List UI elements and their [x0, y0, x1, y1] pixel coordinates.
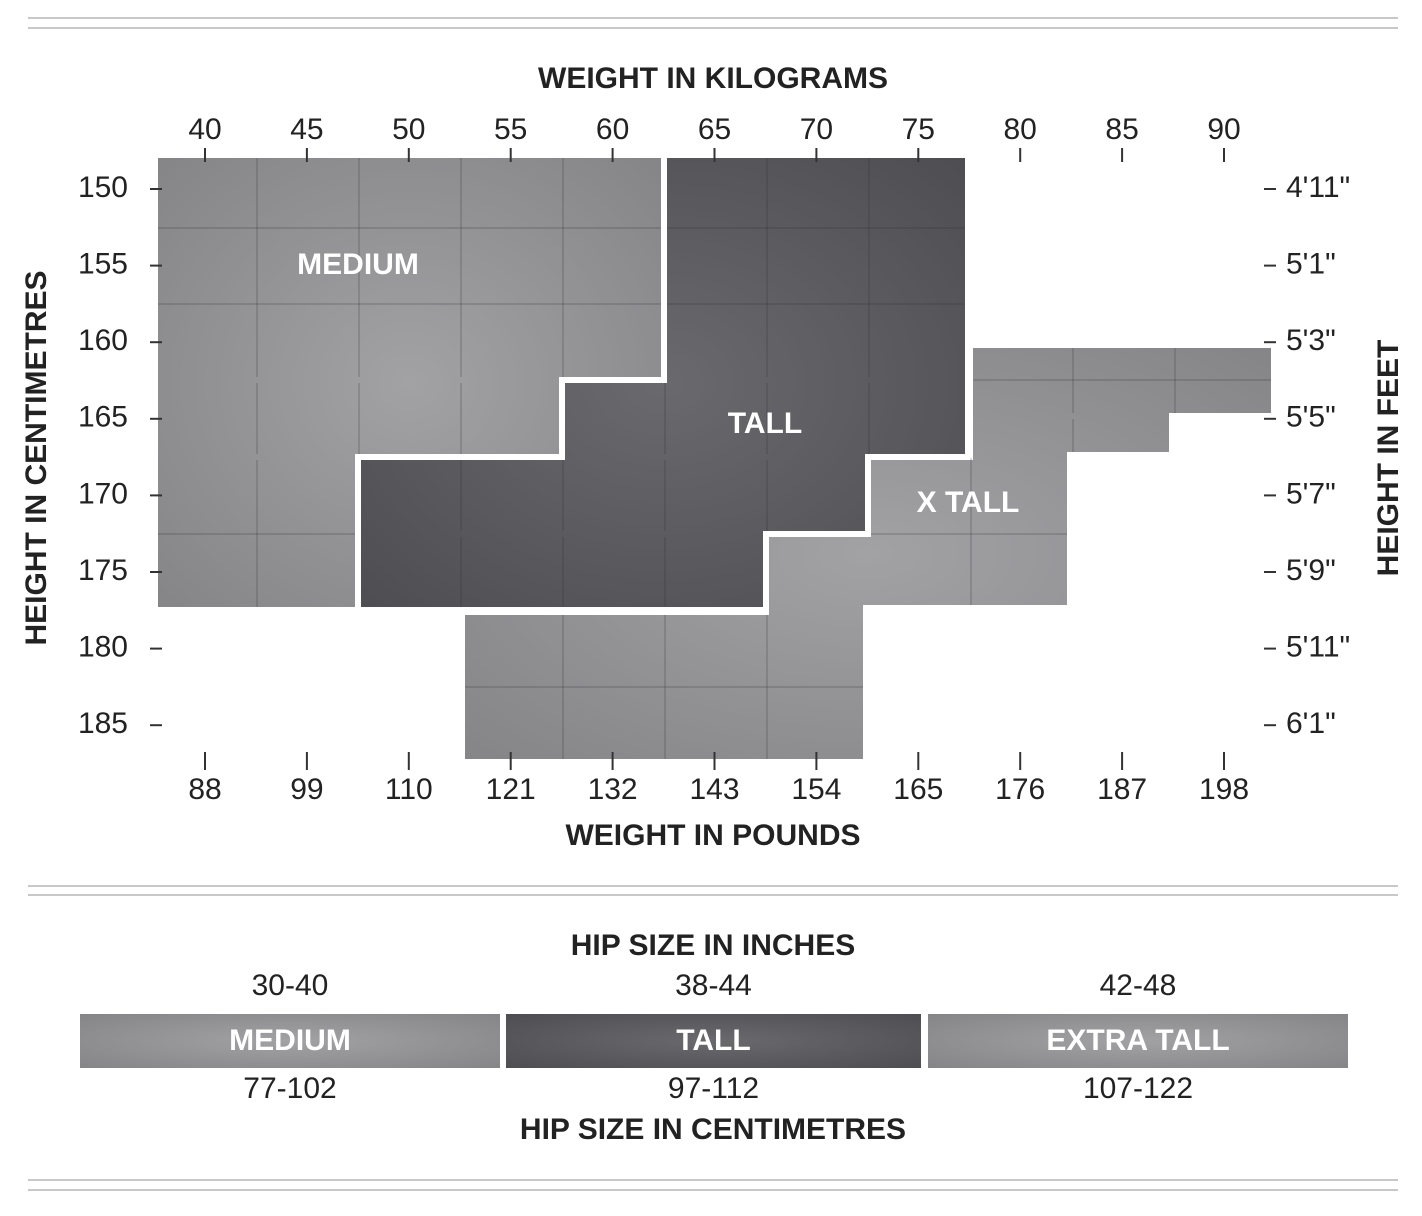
lbs-tick-label: 88 [188, 773, 221, 806]
ft-tick-label: 5'9" [1286, 554, 1336, 587]
ft-tick-label: 4'11" [1286, 171, 1350, 204]
lbs-tick-label: 132 [588, 773, 638, 806]
divider-lines [28, 17, 1398, 1191]
hip-inches: 38-44 [675, 969, 752, 1002]
hip-cm: 97-112 [668, 1072, 759, 1105]
ft-tick-label: 5'5" [1286, 401, 1336, 434]
cm-tick-label: 185 [78, 707, 128, 740]
cm-tick-label: 175 [78, 554, 128, 587]
kg-tick-label: 45 [290, 113, 323, 146]
bottom-title: WEIGHT IN POUNDS [565, 819, 860, 852]
hip-name: MEDIUM [229, 1024, 351, 1057]
grid [158, 158, 1271, 759]
lbs-tick-label: 176 [995, 773, 1045, 806]
regions [152, 152, 1277, 765]
ft-tick-label: 6'1" [1286, 707, 1336, 740]
kg-tick-label: 50 [392, 113, 425, 146]
hip-bar [928, 1014, 1348, 1068]
lbs-tick-label: 154 [791, 773, 841, 806]
lbs-tick-label: 99 [290, 773, 323, 806]
kg-tick-label: 65 [698, 113, 731, 146]
cm-tick-label: 160 [78, 324, 128, 357]
hip-name: EXTRA TALL [1046, 1024, 1229, 1057]
hip-name: TALL [676, 1024, 750, 1057]
lbs-tick-label: 143 [689, 773, 739, 806]
ft-tick-label: 5'1" [1286, 248, 1336, 281]
kg-tick-label: 40 [188, 113, 221, 146]
lbs-tick-label: 198 [1199, 773, 1249, 806]
lbs-tick-label: 121 [486, 773, 536, 806]
kg-tick-label: 85 [1105, 113, 1138, 146]
kg-tick-label: 55 [494, 113, 527, 146]
kg-tick-label: 75 [902, 113, 935, 146]
ft-tick-label: 5'7" [1286, 477, 1336, 510]
kg-tick-label: 90 [1207, 113, 1240, 146]
ft-tick-label: 5'11" [1286, 631, 1350, 664]
region-label: TALL [728, 407, 802, 440]
hip-inches: 30-40 [252, 969, 329, 1002]
cm-tick-label: 155 [78, 248, 128, 281]
kg-tick-label: 70 [800, 113, 833, 146]
ft-tick-label: 5'3" [1286, 324, 1336, 357]
hip-bar [506, 1014, 921, 1068]
lbs-tick-label: 110 [385, 773, 433, 806]
region-label: MEDIUM [297, 248, 419, 281]
lbs-tick-label: 165 [893, 773, 943, 806]
left-title: HEIGHT IN CENTIMETRES [20, 270, 53, 645]
hip-title: HIP SIZE IN INCHES [571, 929, 856, 962]
kg-tick-label: 60 [596, 113, 629, 146]
lbs-tick-label: 187 [1097, 773, 1147, 806]
region-label: X TALL [917, 486, 1020, 519]
top-title: WEIGHT IN KILOGRAMS [538, 62, 888, 95]
cm-tick-label: 180 [78, 631, 128, 664]
hip-cm-title: HIP SIZE IN CENTIMETRES [520, 1113, 906, 1146]
hip-inches: 42-48 [1100, 969, 1177, 1002]
cm-tick-label: 150 [78, 171, 128, 204]
cm-tick-label: 170 [78, 477, 128, 510]
kg-tick-label: 80 [1004, 113, 1037, 146]
hip-bar [80, 1014, 500, 1068]
hip-cm: 107-122 [1083, 1072, 1193, 1105]
hip-cm: 77-102 [243, 1072, 336, 1105]
right-title: HEIGHT IN FEET [1372, 340, 1405, 577]
cm-tick-label: 165 [78, 401, 128, 434]
tall-region [355, 152, 971, 613]
